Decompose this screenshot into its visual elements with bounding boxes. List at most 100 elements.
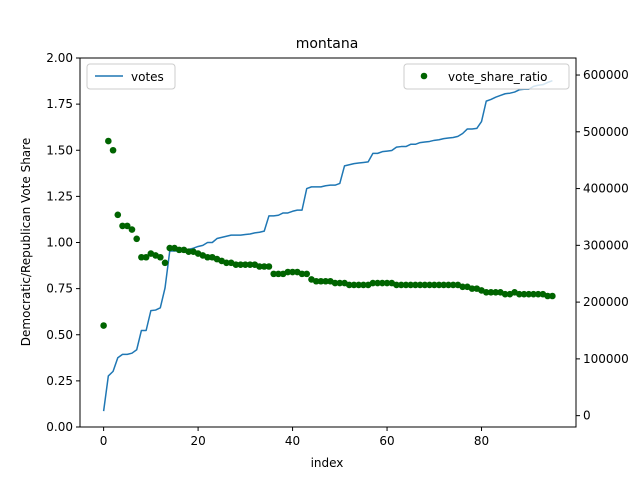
vote-share-ratio-point: [430, 281, 438, 289]
vote-share-ratio-point: [350, 281, 358, 289]
vote-share-ratio-point: [298, 270, 306, 278]
vote-share-ratio-point: [345, 281, 353, 289]
plot-area: [100, 80, 556, 412]
vote-share-ratio-point: [397, 281, 405, 289]
vote-share-ratio-point: [175, 246, 183, 254]
vote-share-ratio-point: [105, 137, 112, 145]
y-tick-label-left: 2.00: [46, 51, 73, 65]
vote-share-ratio-point: [492, 289, 500, 296]
legends: votes vote_share_ratio: [86, 63, 570, 90]
vote-share-ratio-point: [242, 261, 249, 268]
vote-share-ratio-point: [440, 281, 448, 289]
vote-share-ratio-point: [138, 253, 145, 261]
vote-share-ratio-point: [374, 279, 381, 287]
vote-share-ratio-point: [322, 277, 329, 285]
x-tick-label: 40: [285, 434, 300, 448]
vote-share-ratio-point: [407, 281, 414, 289]
vote-share-ratio-point: [100, 322, 107, 329]
vote-share-ratio-point: [355, 281, 363, 289]
y-tick-label-left: 1.50: [46, 143, 73, 157]
vote-share-ratio-point: [459, 283, 466, 291]
y-tick-label-left: 1.00: [46, 236, 73, 250]
vote-share-ratio-point: [223, 259, 230, 267]
vote-share-ratio-point: [157, 253, 164, 261]
vote-share-ratio-point: [416, 281, 424, 289]
vote-share-ratio-point: [487, 289, 495, 296]
vote-share-ratio-point: [544, 292, 551, 300]
vote-share-ratio-point: [412, 281, 419, 289]
vote-share-ratio-point: [133, 235, 140, 243]
vote-share-ratio-point: [166, 244, 174, 252]
vote-share-ratio-point: [161, 259, 169, 267]
vote-share-ratio-point: [270, 270, 277, 278]
vote-share-ratio-point: [449, 281, 457, 289]
vote-share-ratio-point: [317, 277, 325, 285]
vote-share-ratio-point: [360, 281, 367, 289]
y-tick-label-left: 0.25: [46, 374, 73, 388]
y-tick-label-right: 500000: [583, 125, 629, 139]
vote-share-ratio-point: [379, 279, 386, 287]
vote-share-ratio-point: [232, 261, 240, 268]
vote-share-ratio-point: [128, 226, 136, 233]
y-tick-label-right: 200000: [583, 295, 629, 309]
y-tick-label-right: 100000: [583, 352, 629, 366]
vote-share-ratio-point: [204, 253, 211, 261]
legend-box-vote-share-ratio: [403, 63, 570, 90]
y-tick-label-left: 1.25: [46, 189, 73, 203]
chart-title: montana: [296, 36, 359, 52]
vote-share-ratio-point: [331, 279, 339, 287]
vote-share-ratio-point: [421, 281, 429, 289]
y-tick-label-left: 0.75: [46, 282, 73, 296]
vote-share-ratio-point: [520, 290, 528, 298]
x-tick-label: 80: [474, 434, 489, 448]
vote-share-ratio-point: [119, 222, 126, 230]
vote-share-ratio-point: [336, 279, 344, 287]
y-tick-label-left: 0.50: [46, 328, 73, 342]
vote-share-ratio-point: [284, 268, 292, 276]
x-tick-label: 20: [190, 434, 205, 448]
vote-share-ratio-point: [369, 279, 377, 287]
vote-share-ratio-point: [237, 261, 244, 268]
legend-label-votes: votes: [131, 70, 164, 84]
vote-share-ratio-point: [534, 290, 542, 298]
vote-share-ratio-point: [468, 285, 476, 292]
y-tick-label-left: 1.75: [46, 97, 73, 111]
legend-dot-swatch: [420, 72, 428, 80]
vote-share-ratio-point: [435, 281, 443, 289]
vote-share-ratio-point: [260, 263, 268, 270]
axes: 0 20 40 60 80 0.00 0.25 0.50 0.75 1.00 1.25 1.50 1.7…: [46, 51, 629, 448]
vote-share-ratio-point: [185, 248, 192, 256]
vote-share-ratio-point: [525, 290, 533, 298]
y-tick-label-left: 0.00: [46, 420, 73, 434]
y-tick-label-right: 400000: [583, 182, 629, 196]
vote-share-ratio-point: [275, 270, 282, 278]
vote-share-ratio-point: [549, 292, 556, 300]
y-tick-label-right: 300000: [583, 238, 629, 252]
vote-share-ratio-point: [530, 290, 537, 298]
vote-share-ratio-point: [114, 211, 122, 219]
y-tick-label-right: 600000: [583, 68, 629, 82]
x-axis-label: index: [311, 456, 344, 470]
vote-share-ratio-point: [289, 268, 296, 276]
legend-label-vote-share-ratio: vote_share_ratio: [448, 70, 547, 84]
vote-share-ratio-point: [402, 281, 410, 289]
vote-share-ratio-point: [142, 253, 150, 261]
vote-share-ratio-point: [265, 263, 273, 270]
vote-share-ratio-point: [256, 263, 263, 270]
vote-share-ratio-point: [303, 270, 311, 278]
vote-share-ratio-point: [383, 279, 391, 287]
vote-share-ratio-point: [501, 290, 509, 298]
vote-share-ratio-point: [426, 281, 433, 289]
legend-box-votes: [86, 63, 176, 90]
vote-share-ratio-point: [445, 281, 452, 289]
x-tick-label: 0: [100, 434, 108, 448]
y-axis-label-left: Democratic/Republican Vote Share: [19, 138, 33, 346]
vote-share-ratio-point: [312, 277, 320, 285]
vote-share-ratio-point: [393, 281, 400, 289]
vote-share-ratio-point: [109, 146, 117, 154]
vote-share-ratio-point: [123, 222, 131, 230]
x-tick-label: 60: [379, 434, 394, 448]
vote-share-ratio-point: [516, 290, 523, 298]
vote-share-ratio-point: [246, 261, 254, 268]
